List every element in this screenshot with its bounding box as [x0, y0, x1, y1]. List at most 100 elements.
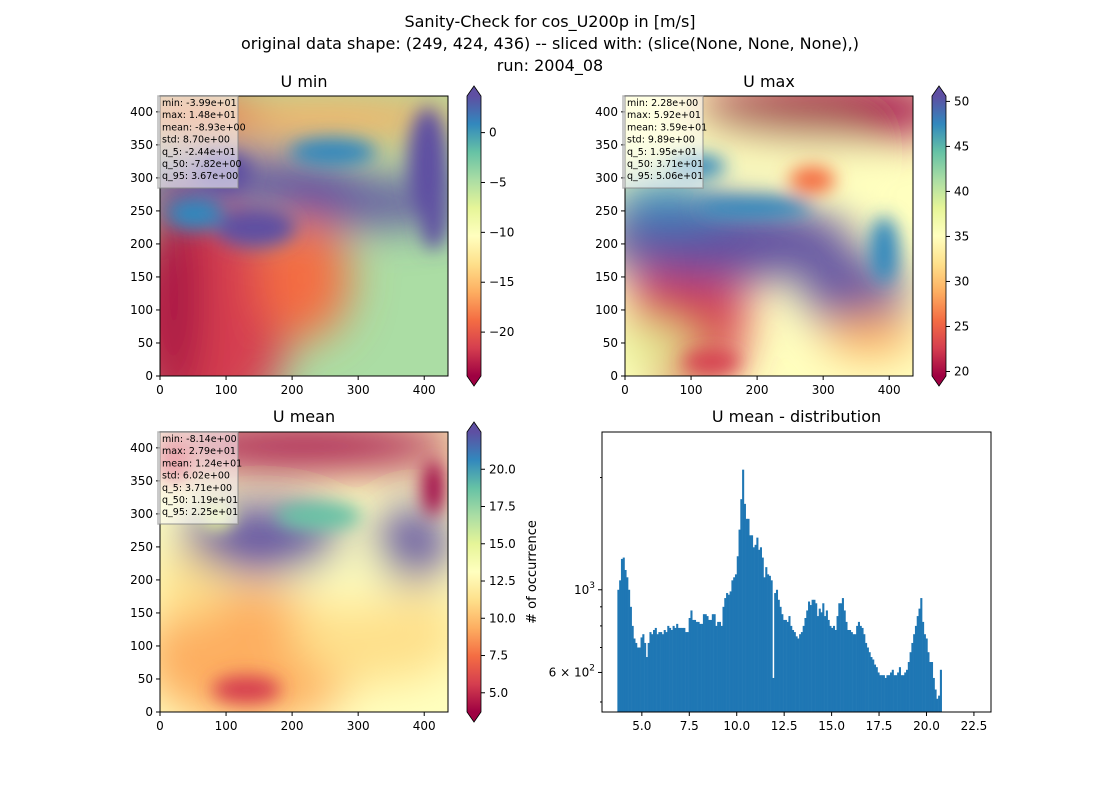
histogram-bar: [923, 634, 926, 712]
histogram-bar: [861, 627, 864, 712]
histogram-bar: [854, 634, 857, 712]
histogram-bar: [669, 627, 672, 712]
heatmap-blob-5: [160, 552, 224, 620]
colorbar: [467, 96, 481, 376]
histogram-bar: [636, 647, 640, 712]
histogram-bar: [738, 529, 741, 712]
histogram-bar: [651, 634, 654, 712]
axes-2: 0 100 200 300 400 0 50 100 150 200 250 300 350 400 50 4…: [595, 85, 969, 397]
histogram-frame: [601, 431, 992, 713]
histogram-bar: [713, 614, 716, 712]
histogram-bar: [884, 677, 887, 712]
histogram-bar: [932, 677, 935, 712]
y-tick-label: 0: [145, 705, 153, 719]
heatmap-detail-1: [407, 107, 448, 220]
colorbar-extend-min: [467, 712, 481, 722]
histogram-bar: [809, 605, 812, 712]
axes-frame: [159, 431, 449, 713]
histogram-bar: [628, 589, 631, 712]
y-tick-label: 250: [130, 540, 153, 554]
x-tick-label: 0: [621, 383, 629, 397]
histogram-bar: [845, 621, 848, 712]
y-tick-label: 150: [595, 270, 618, 284]
histogram-bar: [783, 619, 786, 712]
histogram-bar: [909, 652, 912, 712]
histogram-bar: [631, 625, 634, 712]
stats-line: q_95: 3.67e+00: [162, 171, 238, 182]
histogram-bar: [881, 675, 884, 712]
figure-title-line-1: Sanity-Check for cos_U200p in [m/s]: [404, 12, 696, 31]
y-tick-label: 400: [595, 105, 618, 119]
panel-title-u-min: U min: [280, 72, 328, 91]
heatmap-detail-4: [289, 138, 376, 166]
colorbar-extend-max: [932, 86, 946, 96]
histogram-bar: [663, 629, 666, 712]
stats-line: min: 2.28e+00: [627, 98, 698, 109]
histogram-bar: [702, 614, 705, 712]
x-tick-label: 200: [746, 383, 769, 397]
heatmap-detail-3: [165, 196, 224, 231]
histogram-bar: [863, 634, 866, 712]
histogram-bar: [619, 580, 622, 712]
histogram-bar: [850, 632, 853, 712]
heatmap-detail-4: [682, 350, 741, 374]
histogram-bar: [704, 614, 707, 712]
colorbar-tick-label: 35: [954, 229, 969, 243]
stats-line: max: 2.79e+01: [162, 446, 236, 457]
histogram-bar: [653, 629, 656, 712]
histogram-bar: [674, 627, 677, 712]
heatmap-detail-2: [214, 208, 296, 248]
histogram-bar: [765, 567, 768, 712]
heatmap-detail: [668, 154, 899, 374]
histogram-bar: [743, 503, 746, 712]
y-tick-label: 100: [595, 303, 618, 317]
histogram-bar: [718, 621, 722, 712]
colorbar-tick-label: −20: [489, 325, 514, 339]
histogram-bar: [916, 616, 919, 712]
histogram-bar: [638, 647, 641, 712]
histogram-bar: [834, 629, 837, 712]
histogram-bar: [767, 574, 770, 712]
stats-line: q_50: 1.19e+01: [162, 495, 238, 506]
histogram-x-tick-label: 17.5: [866, 719, 893, 733]
histogram-bar: [679, 627, 682, 712]
heatmap-detail-0: [211, 675, 281, 704]
histogram-bar: [629, 606, 632, 712]
stats-line: q_5: 1.95e+01: [627, 147, 697, 158]
histogram-bar: [811, 599, 814, 712]
stats-box-background: [622, 95, 704, 189]
histogram-bar: [706, 616, 709, 712]
histogram-bar: [624, 569, 627, 712]
histogram-bar: [841, 598, 844, 712]
histogram-bar: [640, 637, 643, 712]
stats-line: max: 5.92e+01: [627, 110, 701, 121]
histogram-bar: [751, 535, 754, 712]
histogram-bar: [711, 614, 714, 712]
histogram-bar: [635, 642, 638, 712]
heatmap-detail-1: [275, 502, 362, 530]
heatmap-blob-1: [257, 216, 351, 340]
histogram-bar: [772, 677, 775, 712]
axes-frame: [159, 95, 449, 377]
histogram-bar: [856, 625, 859, 712]
heatmap-blob-4: [160, 185, 198, 376]
histogram-bar: [644, 642, 647, 712]
histogram-bar: [898, 667, 901, 712]
histogram-bar: [829, 625, 832, 712]
histogram-bar: [922, 621, 925, 712]
y-tick-label: 250: [595, 204, 618, 218]
histogram-bar: [859, 625, 862, 712]
x-tick-label: 100: [215, 719, 238, 733]
stats-box-background: [157, 95, 239, 189]
heatmap-detail-2: [697, 196, 813, 220]
x-tick-label: 300: [347, 719, 370, 733]
histogram-bar: [763, 577, 766, 712]
histogram-bar: [708, 619, 711, 712]
colorbar-tick-label: 50: [954, 94, 969, 108]
y-tick-label: 350: [595, 138, 618, 152]
histogram-bar: [900, 675, 903, 712]
histogram-bar: [865, 642, 868, 712]
histogram-bar: [866, 647, 869, 712]
